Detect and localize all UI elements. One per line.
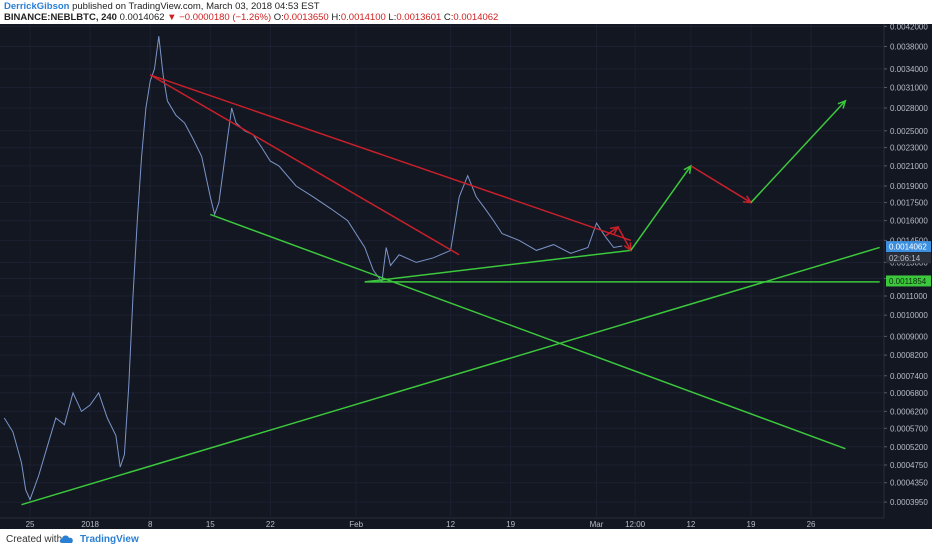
down-arrow-icon: ▼ — [167, 12, 177, 23]
created-with-text: Created with — [6, 534, 63, 545]
time-axis-background — [0, 518, 932, 529]
footer: Created with TradingView — [0, 529, 932, 550]
y-tick-label: 0.0023000 — [890, 144, 928, 153]
y-tick-label: 0.0004750 — [890, 461, 928, 470]
projection-segment-red — [690, 165, 752, 204]
y-tick-label: 0.0009000 — [890, 332, 928, 341]
projection-segment-green — [750, 100, 846, 204]
projection-segment-red — [604, 226, 619, 237]
trendline-green — [210, 213, 846, 450]
y-tick-label: 0.0034000 — [890, 65, 928, 74]
low-value: 0.0013601 — [396, 12, 442, 23]
projection-segment-red — [617, 226, 632, 251]
close-label: C: — [443, 12, 454, 23]
tradingview-cloud-icon — [58, 532, 76, 549]
y-tick-label: 0.0007400 — [890, 372, 928, 381]
y-tick-label: 0.0011000 — [890, 292, 928, 301]
y-tick-label: 0.0021000 — [890, 162, 928, 171]
open-label: O: — [273, 12, 284, 23]
price-label-text: 02:06:14 — [889, 254, 921, 263]
y-tick-label: 0.0014500 — [890, 236, 928, 245]
trendline-red — [149, 74, 460, 256]
tradingview-brand[interactable]: TradingView — [80, 534, 139, 545]
x-tick-label: Mar — [590, 520, 604, 529]
ohlc-line: BINANCE:NEBLBTC, 240 0.0014062 ▼ −0.0000… — [4, 12, 498, 23]
y-tick-label: 0.0016000 — [890, 217, 928, 226]
high-value: 0.0014100 — [340, 12, 386, 23]
high-label: H: — [331, 12, 341, 23]
y-tick-label: 0.0042000 — [890, 24, 928, 31]
price-label-box — [886, 275, 931, 287]
author-link[interactable]: DerrickGibson — [4, 1, 70, 12]
trendline-green — [364, 249, 631, 283]
x-tick-label: 12 — [686, 520, 695, 529]
plot-background — [0, 24, 884, 518]
y-tick-label: 0.0008200 — [890, 351, 928, 360]
x-tick-label: 15 — [206, 520, 215, 529]
x-tick-label: 22 — [266, 520, 275, 529]
y-tick-label: 0.0019000 — [890, 182, 928, 191]
y-tick-label: 0.0006200 — [890, 407, 928, 416]
y-tick-label: 0.0025000 — [890, 127, 928, 136]
x-tick-label: 19 — [506, 520, 515, 529]
close-value: 0.0014062 — [453, 12, 499, 23]
price-change: −0.0000180 (−1.26%) — [179, 12, 272, 23]
y-tick-label: 0.0003950 — [890, 498, 928, 507]
price-axis-background — [884, 24, 932, 518]
low-label: L: — [388, 12, 397, 23]
y-tick-label: 0.0010000 — [890, 311, 928, 320]
trendline-red — [149, 74, 632, 242]
price-series-line — [3, 36, 623, 501]
price-label-text: 0.0011854 — [889, 277, 927, 286]
price-label-box — [886, 241, 931, 253]
price-chart[interactable]: 0.0042000 0.0038000 0.0034000 0.0031000 0.00… — [0, 24, 932, 529]
projection-arrowhead-green — [837, 99, 847, 109]
published-text: published on TradingView.com, March 03, … — [72, 1, 320, 12]
x-tick-label: 8 — [148, 520, 153, 529]
price-label-box — [886, 252, 931, 264]
y-tick-label: 0.0017500 — [890, 199, 928, 208]
x-tick-label: 19 — [747, 520, 756, 529]
x-tick-label: 25 — [26, 520, 35, 529]
y-tick-label: 0.0005200 — [890, 443, 928, 452]
y-tick-label: 0.0038000 — [890, 43, 928, 52]
price-label-text: 0.0014062 — [889, 243, 927, 252]
last-price: 0.0014062 — [119, 12, 165, 23]
y-tick-label: 0.0005700 — [890, 424, 928, 433]
symbol-label: BINANCE:NEBLBTC, 240 — [4, 12, 117, 23]
open-value: 0.0013650 — [283, 12, 329, 23]
trendline-green — [21, 246, 880, 506]
x-tick-label: 26 — [807, 520, 816, 529]
x-tick-label: 12 — [446, 520, 455, 529]
projection-segment-green — [630, 165, 692, 251]
publish-line: DerrickGibson published on TradingView.c… — [4, 1, 320, 12]
y-tick-label: 0.0031000 — [890, 83, 928, 92]
x-tick-label: 12:00 — [625, 520, 646, 529]
y-tick-label: 0.0028000 — [890, 104, 928, 113]
x-tick-label: 2018 — [81, 520, 99, 529]
x-tick-label: Feb — [349, 520, 363, 529]
y-tick-label: 0.0004350 — [890, 479, 928, 488]
y-tick-label: 0.0006800 — [890, 389, 928, 398]
